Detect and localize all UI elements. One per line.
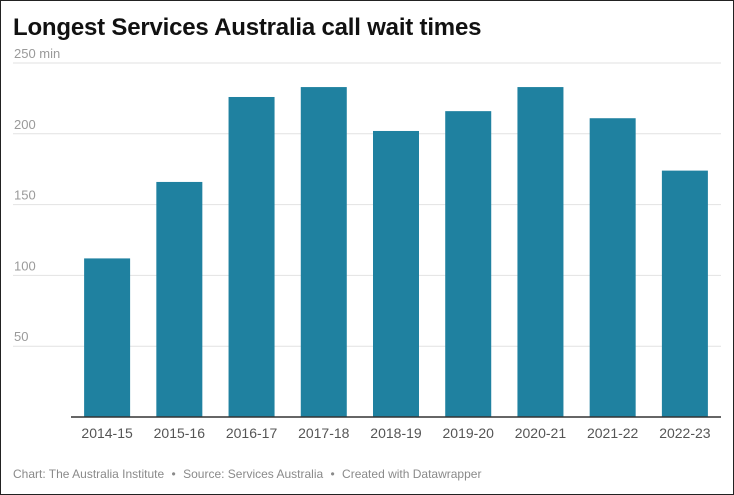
bar-2015-16 — [156, 181, 203, 417]
bars — [84, 87, 708, 418]
x-tick-label: 2020-21 — [515, 425, 567, 441]
x-tick-label: 2022-23 — [659, 425, 711, 441]
bar-2021-22 — [589, 118, 636, 417]
x-tick-label: 2021-22 — [587, 425, 639, 441]
chart-title: Longest Services Australia call wait tim… — [13, 14, 482, 41]
footer-source: Source: Services Australia — [183, 467, 324, 481]
x-tick-label: 2016-17 — [226, 425, 278, 441]
bar-2016-17 — [228, 96, 275, 417]
x-tick-label: 2019-20 — [443, 425, 495, 441]
bar-2017-18 — [300, 87, 347, 418]
x-tick-label: 2017-18 — [298, 425, 350, 441]
footer-separator: • — [330, 467, 335, 481]
bar-2018-19 — [373, 130, 419, 417]
x-axis-labels: 2014-15 2015-16 2016-17 2017-18 2018-19 2019-… — [81, 425, 710, 441]
bar-2019-20 — [445, 111, 492, 418]
bar-2020-21 — [517, 87, 564, 418]
y-tick-label: 100 — [14, 258, 36, 273]
x-tick-label: 2018-19 — [370, 425, 422, 441]
bar-2014-15 — [84, 258, 131, 417]
x-tick-label: 2014-15 — [81, 425, 133, 441]
y-tick-label: 150 — [14, 188, 36, 203]
x-tick-label: 2015-16 — [154, 425, 206, 441]
bar-2022-23 — [661, 170, 708, 417]
y-tick-label: 50 — [14, 329, 28, 344]
y-tick-label: 250 min — [14, 46, 60, 61]
gridlines: 50 100 150 200 250 min — [13, 46, 721, 347]
footer-separator: • — [171, 467, 176, 481]
chart-footer: Chart: The Australia Institute • Source:… — [13, 467, 481, 481]
y-tick-label: 200 — [14, 117, 36, 132]
footer-created-with: Created with Datawrapper — [342, 467, 482, 481]
footer-credit: Chart: The Australia Institute — [13, 467, 165, 481]
